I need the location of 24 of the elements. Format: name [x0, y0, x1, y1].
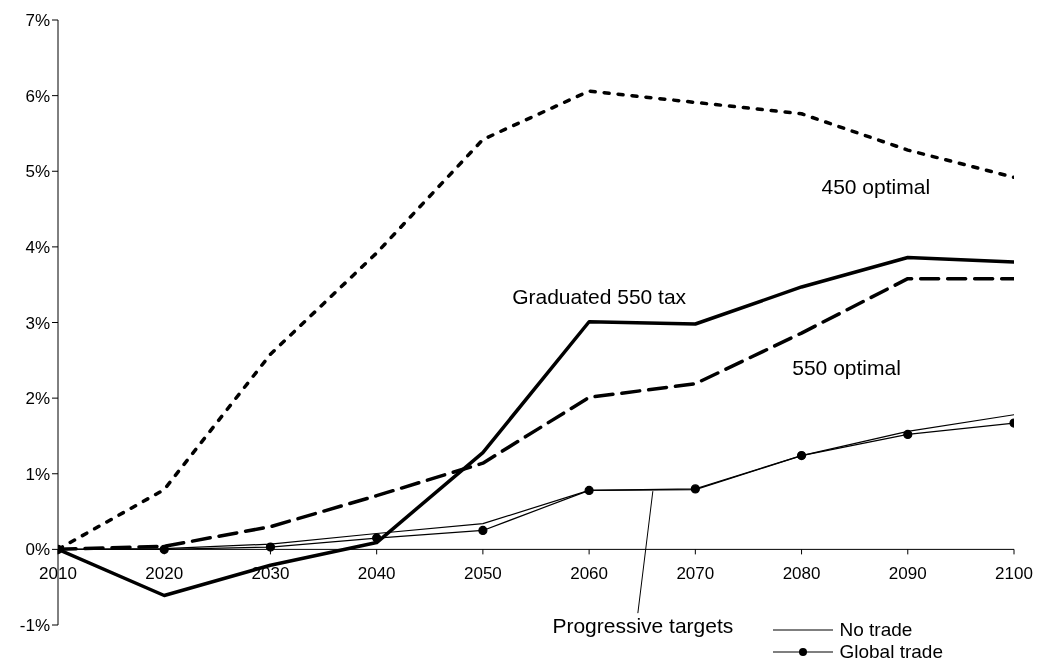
annotation: Graduated 550 tax [512, 284, 687, 308]
y-tick-label: 7% [25, 11, 50, 31]
annotation: Progressive targets [552, 614, 734, 638]
x-tick-label: 2080 [782, 564, 821, 584]
y-tick-label: 6% [25, 86, 50, 106]
annotation: 450 optimal [821, 175, 931, 199]
legend-label: No trade [839, 619, 913, 641]
x-tick-label: 2020 [145, 564, 184, 584]
x-tick-label: 2060 [570, 564, 609, 584]
x-tick-label: 2070 [676, 564, 715, 584]
x-tick-label: 2010 [39, 564, 77, 584]
legend-label: Global trade [839, 641, 943, 663]
annotation: 550 optimal [792, 356, 901, 380]
y-tick-label: 0% [25, 540, 50, 560]
x-tick-label: 2090 [888, 564, 927, 584]
y-tick-label: 5% [25, 162, 50, 182]
y-tick-label: 3% [25, 313, 50, 333]
x-tick-label: 2040 [357, 564, 396, 584]
y-tick-label: 2% [25, 389, 50, 409]
x-tick-label: 2100 [995, 564, 1033, 584]
y-tick-label: -1% [19, 616, 50, 636]
y-tick-label: 1% [25, 464, 50, 484]
x-tick-label: 2050 [463, 564, 502, 584]
y-tick-label: 4% [25, 237, 50, 257]
